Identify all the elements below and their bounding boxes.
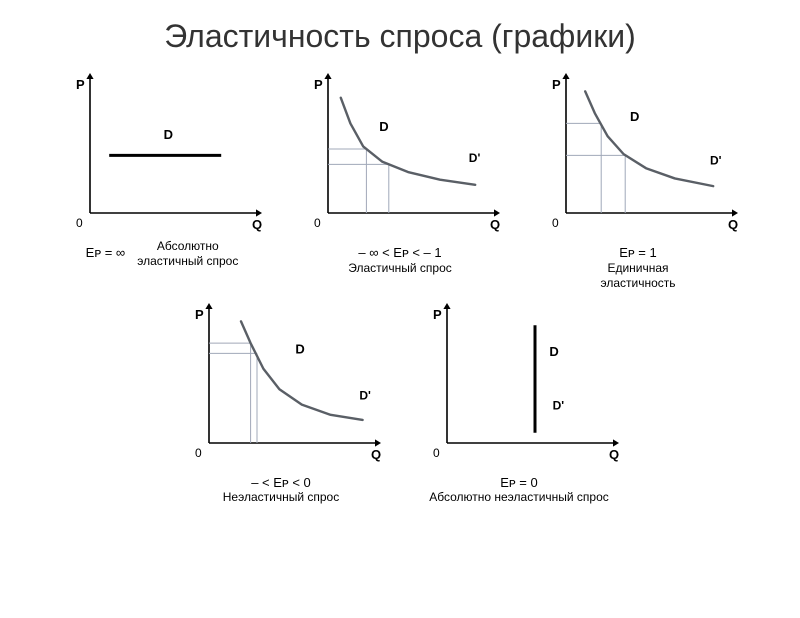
curve-label-d-prime: D' (710, 153, 722, 167)
y-axis-label: P (552, 77, 561, 92)
y-axis-label: P (314, 77, 323, 92)
chart-panel-inelastic: P Q 0 D D' – < Eᴘ < 0Неэластичный спрос (166, 295, 396, 506)
origin-label: 0 (76, 216, 83, 230)
elasticity-formula: Eᴘ = 1 (600, 245, 675, 261)
elasticity-formula: Eᴘ = ∞ (86, 245, 126, 269)
chart-panel-perfectly_inelastic: P Q 0 D D' Eᴘ = 0Абсолютно неэластичный спрос (404, 295, 634, 506)
origin-label: 0 (552, 216, 559, 230)
elasticity-formula: Eᴘ = 0 (429, 475, 609, 491)
curve-label-d: D (630, 109, 639, 124)
page-title: Эластичность спроса (графики) (0, 18, 800, 55)
origin-label: 0 (195, 446, 202, 460)
curve-label-d: D (164, 127, 173, 142)
curve-label-d-prime: D' (359, 388, 371, 402)
x-axis-label: Q (371, 447, 381, 462)
charts-grid: P Q 0 D Eᴘ = ∞ Абсолютноэластичный спрос P Q 0 D D… (0, 65, 800, 505)
chart-caption: Единичнаяэластичность (600, 261, 675, 291)
chart-panel-perfectly_elastic: P Q 0 D Eᴘ = ∞ Абсолютноэластичный спрос (47, 65, 277, 291)
chart-caption: Неэластичный спрос (223, 490, 339, 505)
origin-label: 0 (433, 446, 440, 460)
y-axis-label: P (76, 77, 85, 92)
curve-label-d: D (295, 341, 304, 356)
chart-panel-unit_elastic: P Q 0 D D' Eᴘ = 1Единичнаяэластичность (523, 65, 753, 291)
elasticity-formula: – < Eᴘ < 0 (223, 475, 339, 491)
curve-label-d: D (379, 119, 388, 134)
x-axis-label: Q (490, 217, 500, 232)
chart-panel-elastic: P Q 0 D D' – ∞ < Eᴘ < – 1Эластичный спрос (285, 65, 515, 291)
curve-label-d: D (549, 344, 558, 359)
curve-label-d-prime: D' (469, 151, 481, 165)
chart-caption: Эластичный спрос (348, 261, 452, 276)
chart-caption: Абсолютно неэластичный спрос (429, 490, 609, 505)
y-axis-label: P (433, 307, 442, 322)
x-axis-label: Q (252, 217, 262, 232)
curve-label-d-prime: D' (553, 398, 565, 412)
x-axis-label: Q (609, 447, 619, 462)
origin-label: 0 (314, 216, 321, 230)
y-axis-label: P (195, 307, 204, 322)
x-axis-label: Q (728, 217, 738, 232)
elasticity-formula: – ∞ < Eᴘ < – 1 (348, 245, 452, 261)
chart-caption: Абсолютноэластичный спрос (137, 239, 238, 269)
